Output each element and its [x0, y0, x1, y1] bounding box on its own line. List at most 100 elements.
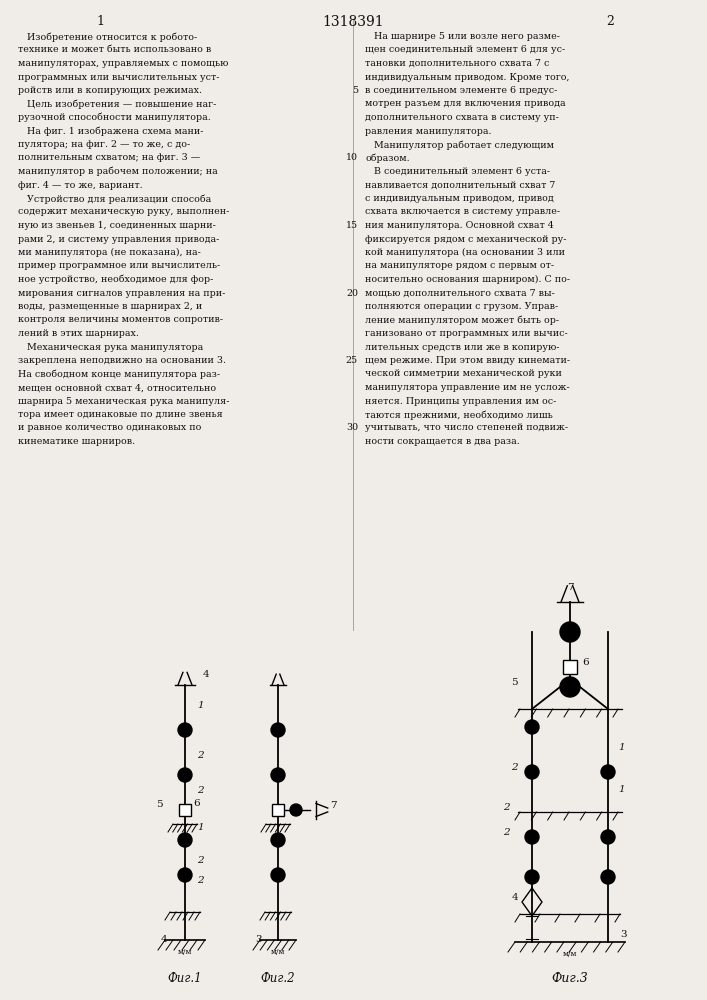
- Text: м/м: м/м: [178, 948, 192, 956]
- Text: 25: 25: [346, 356, 358, 365]
- Text: 30: 30: [346, 424, 358, 432]
- Text: 1318391: 1318391: [322, 15, 384, 29]
- Bar: [563, 660, 577, 674]
- Text: технике и может быть использовано в: технике и может быть использовано в: [18, 45, 211, 54]
- Text: индивидуальным приводом. Кроме того,: индивидуальным приводом. Кроме того,: [365, 73, 570, 82]
- Text: м/м: м/м: [563, 950, 577, 958]
- Text: 1: 1: [96, 15, 104, 28]
- Text: в соединительном элементе 6 предус-: в соединительном элементе 6 предус-: [365, 86, 557, 95]
- Text: фиксируется рядом с механической ру-: фиксируется рядом с механической ру-: [365, 234, 566, 243]
- Text: 7: 7: [567, 583, 573, 592]
- Text: 5: 5: [511, 678, 518, 687]
- Text: 6: 6: [582, 658, 589, 667]
- Text: равления манипулятора.: равления манипулятора.: [365, 126, 491, 135]
- Text: мещен основной схват 4, относительно: мещен основной схват 4, относительно: [18, 383, 216, 392]
- Text: Фиг.2: Фиг.2: [261, 972, 296, 985]
- Circle shape: [601, 830, 615, 844]
- Text: ройств или в копирующих режимах.: ройств или в копирующих режимах.: [18, 86, 202, 95]
- Text: Механическая рука манипулятора: Механическая рука манипулятора: [18, 342, 203, 352]
- Text: ное устройство, необходимое для фор-: ное устройство, необходимое для фор-: [18, 275, 214, 284]
- Text: контроля величины моментов сопротив-: контроля величины моментов сопротив-: [18, 316, 223, 324]
- Text: м/м: м/м: [271, 948, 285, 956]
- Text: лительных средств или же в копирую-: лительных средств или же в копирую-: [365, 342, 559, 352]
- Text: 5: 5: [156, 800, 163, 809]
- Text: шарнира 5 механическая рука манипуля-: шарнира 5 механическая рука манипуля-: [18, 396, 230, 406]
- Text: мощью дополнительного схвата 7 вы-: мощью дополнительного схвата 7 вы-: [365, 288, 555, 298]
- Text: 2: 2: [197, 856, 204, 865]
- Text: манипуляторах, управляемых с помощью: манипуляторах, управляемых с помощью: [18, 59, 228, 68]
- Text: содержит механическую руку, выполнен-: содержит механическую руку, выполнен-: [18, 208, 229, 217]
- Text: Фиг.1: Фиг.1: [168, 972, 202, 985]
- Text: 2: 2: [197, 876, 204, 885]
- Text: 2: 2: [197, 751, 204, 760]
- Bar: [272, 804, 284, 816]
- Circle shape: [525, 765, 539, 779]
- Text: воды, размещенные в шарнирах 2, и: воды, размещенные в шарнирах 2, и: [18, 302, 202, 311]
- Circle shape: [178, 833, 192, 847]
- Circle shape: [178, 868, 192, 882]
- Text: тановки дополнительного схвата 7 с: тановки дополнительного схвата 7 с: [365, 59, 549, 68]
- Text: 2: 2: [197, 786, 204, 795]
- Circle shape: [271, 868, 285, 882]
- Text: ния манипулятора. Основной схват 4: ния манипулятора. Основной схват 4: [365, 221, 554, 230]
- Circle shape: [290, 804, 302, 816]
- Bar: [179, 804, 191, 816]
- Text: На фиг. 1 изображена схема мани-: На фиг. 1 изображена схема мани-: [18, 126, 204, 136]
- Circle shape: [271, 723, 285, 737]
- Text: манипулятора управление им не услож-: манипулятора управление им не услож-: [365, 383, 570, 392]
- Text: таются прежними, необходимо лишь: таются прежними, необходимо лишь: [365, 410, 553, 420]
- Circle shape: [525, 830, 539, 844]
- Circle shape: [601, 765, 615, 779]
- Text: программных или вычислительных уст-: программных или вычислительных уст-: [18, 73, 219, 82]
- Text: рами 2, и систему управления привода-: рами 2, и систему управления привода-: [18, 234, 219, 243]
- Circle shape: [560, 677, 580, 697]
- Text: Изобретение относится к робото-: Изобретение относится к робото-: [18, 32, 197, 41]
- Text: пулятора; на фиг. 2 — то же, с до-: пулятора; на фиг. 2 — то же, с до-: [18, 140, 190, 149]
- Text: Манипулятор работает следующим: Манипулятор работает следующим: [365, 140, 554, 149]
- Text: 20: 20: [346, 288, 358, 298]
- Text: полнительным схватом; на фиг. 3 —: полнительным схватом; на фиг. 3 —: [18, 153, 200, 162]
- Text: ганизовано от программных или вычис-: ганизовано от программных или вычис-: [365, 329, 568, 338]
- Text: Устройство для реализации способа: Устройство для реализации способа: [18, 194, 211, 204]
- Text: 10: 10: [346, 153, 358, 162]
- Text: образом.: образом.: [365, 153, 409, 163]
- Text: 3: 3: [620, 930, 626, 939]
- Text: мотрен разъем для включения привода: мотрен разъем для включения привода: [365, 100, 566, 108]
- Circle shape: [560, 622, 580, 642]
- Text: 2: 2: [503, 828, 510, 837]
- Text: Фиг.3: Фиг.3: [551, 972, 588, 985]
- Text: 1: 1: [618, 743, 624, 752]
- Circle shape: [601, 870, 615, 884]
- Text: 4: 4: [160, 935, 167, 944]
- Text: 2: 2: [511, 763, 518, 772]
- Text: кинематике шарниров.: кинематике шарниров.: [18, 437, 135, 446]
- Text: ную из звеньев 1, соединенных шарни-: ную из звеньев 1, соединенных шарни-: [18, 221, 216, 230]
- Text: учитывать, что число степеней подвиж-: учитывать, что число степеней подвиж-: [365, 424, 568, 432]
- Text: ление манипулятором может быть ор-: ление манипулятором может быть ор-: [365, 316, 559, 325]
- Text: ми манипулятора (не показана), на-: ми манипулятора (не показана), на-: [18, 248, 201, 257]
- Text: ности сокращается в два раза.: ности сокращается в два раза.: [365, 437, 520, 446]
- Text: щем режиме. При этом ввиду кинемати-: щем режиме. При этом ввиду кинемати-: [365, 356, 570, 365]
- Text: лений в этих шарнирах.: лений в этих шарнирах.: [18, 329, 139, 338]
- Text: 1: 1: [197, 823, 204, 832]
- Circle shape: [525, 870, 539, 884]
- Text: с индивидуальным приводом, привод: с индивидуальным приводом, привод: [365, 194, 554, 203]
- Text: рузочной способности манипулятора.: рузочной способности манипулятора.: [18, 113, 211, 122]
- Text: На шарнире 5 или возле него разме-: На шарнире 5 или возле него разме-: [365, 32, 560, 41]
- Text: 15: 15: [346, 221, 358, 230]
- Text: 5: 5: [352, 86, 358, 95]
- Text: мирования сигналов управления на при-: мирования сигналов управления на при-: [18, 288, 226, 298]
- Text: ческой симметрии механической руки: ческой симметрии механической руки: [365, 369, 562, 378]
- Text: манипулятор в рабочем положении; на: манипулятор в рабочем положении; на: [18, 167, 218, 176]
- Text: навливается дополнительный схват 7: навливается дополнительный схват 7: [365, 180, 556, 190]
- Text: 2: 2: [606, 15, 614, 28]
- Text: кой манипулятора (на основании 3 или: кой манипулятора (на основании 3 или: [365, 248, 565, 257]
- Text: 2: 2: [503, 803, 510, 812]
- Text: 3: 3: [255, 935, 262, 944]
- Text: щен соединительный элемент 6 для ус-: щен соединительный элемент 6 для ус-: [365, 45, 566, 54]
- Circle shape: [178, 723, 192, 737]
- Text: пример программное или вычислитель-: пример программное или вычислитель-: [18, 261, 221, 270]
- Circle shape: [178, 768, 192, 782]
- Text: В соединительный элемент 6 уста-: В соединительный элемент 6 уста-: [365, 167, 550, 176]
- Text: схвата включается в систему управле-: схвата включается в систему управле-: [365, 208, 560, 217]
